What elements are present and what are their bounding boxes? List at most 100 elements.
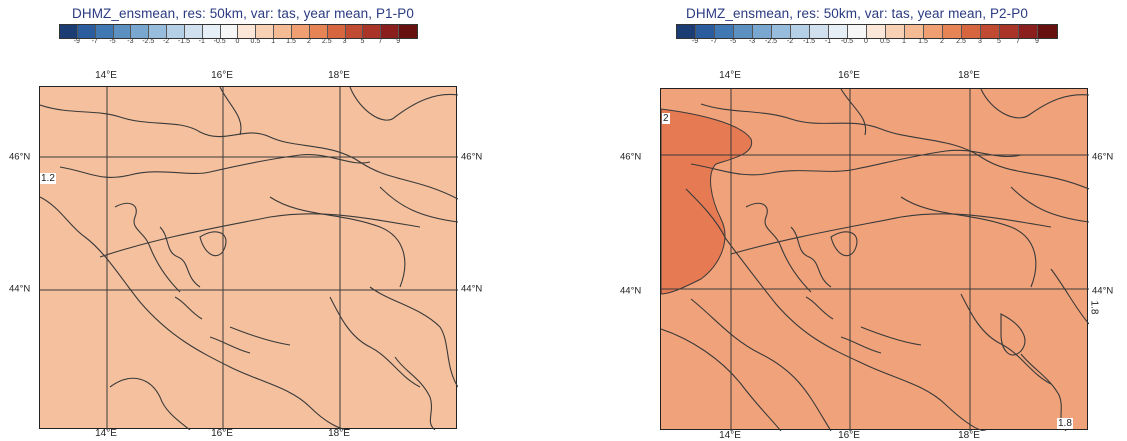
colorbar-tick-label: 9 bbox=[1035, 38, 1039, 45]
colorbar-tick-label: -3 bbox=[748, 38, 756, 45]
colorbar-swatch bbox=[113, 25, 132, 38]
lat-label-right: 44°N bbox=[1092, 285, 1114, 297]
contour-label: 2 bbox=[662, 113, 670, 124]
contour-label: 1.8 bbox=[1057, 418, 1073, 429]
colorbar-swatch bbox=[1000, 25, 1019, 38]
colorbar-swatch bbox=[309, 25, 328, 38]
colorbar-swatch bbox=[791, 25, 810, 38]
lat-label-left: 46°N bbox=[620, 151, 642, 163]
colorbar-tick-label: 5 bbox=[997, 38, 1001, 45]
colorbar-tick-label: -1.5 bbox=[802, 38, 816, 45]
colorbar-swatch bbox=[810, 25, 829, 38]
lon-label-bottom: 14°E bbox=[95, 428, 117, 439]
map-frame bbox=[39, 86, 458, 430]
lon-label-bottom: 18°E bbox=[958, 430, 980, 441]
colorbar-ticks: -9 -7 -5 -3 -2.5 -2 -1.5 -1 -0.5 0 0.5 1 1.5 2 2.5 3 5 7 9 bbox=[676, 38, 1056, 48]
colorbar-swatch bbox=[772, 25, 791, 38]
colorbar-tick-label: 0.5 bbox=[880, 38, 890, 45]
colorbar-swatch bbox=[981, 25, 1000, 38]
colorbar-tick-label: 5 bbox=[360, 38, 365, 45]
lat-label-left: 44°N bbox=[9, 283, 31, 295]
colorbar-swatch bbox=[327, 25, 346, 38]
map-canvas bbox=[40, 87, 458, 430]
colorbar-ticks: -9 -7 -5 -3 -2.5 -2 -1.5 -1 -0.5 0 0.5 1 1.5 2 2.5 3 5 7 9 bbox=[59, 38, 416, 48]
colorbar-swatch bbox=[1038, 25, 1057, 38]
colorbar-tick-label: 3 bbox=[342, 38, 347, 45]
colorbar-tick-label: 2.5 bbox=[956, 38, 966, 45]
map-title: DHMZ_ensmean, res: 50km, var: tas, year … bbox=[686, 6, 1028, 21]
colorbar-tick-label: -9 bbox=[691, 38, 699, 45]
colorbar-swatch bbox=[238, 25, 257, 38]
colorbar-tick-label: 1.5 bbox=[286, 38, 296, 45]
lon-label-top: 18°E bbox=[328, 70, 350, 81]
colorbar-tick-label: 0 bbox=[864, 38, 868, 45]
colorbar-swatch bbox=[715, 25, 734, 38]
lon-label-top: 16°E bbox=[838, 70, 860, 81]
colorbar bbox=[59, 24, 418, 39]
colorbar-swatch bbox=[753, 25, 772, 38]
colorbar-tick-label: -7 bbox=[91, 38, 98, 45]
colorbar-swatch bbox=[220, 25, 239, 38]
lat-label-right: 46°N bbox=[461, 151, 483, 163]
colorbar-swatch bbox=[905, 25, 924, 38]
lon-label-bottom: 16°E bbox=[211, 428, 233, 439]
colorbar-tick-label: 2.5 bbox=[321, 38, 332, 45]
lat-label-left: 44°N bbox=[620, 285, 642, 297]
colorbar-swatch bbox=[829, 25, 848, 38]
lat-label-right: 44°N bbox=[461, 283, 483, 295]
colorbar-swatch bbox=[886, 25, 905, 38]
colorbar-tick-label: -2.5 bbox=[142, 38, 155, 45]
colorbar-swatch bbox=[363, 25, 382, 38]
colorbar-swatch bbox=[943, 25, 962, 38]
colorbar-swatch bbox=[734, 25, 753, 38]
colorbar-tick-label: -2 bbox=[786, 38, 794, 45]
graticule bbox=[40, 87, 458, 430]
lon-label-top: 14°E bbox=[719, 70, 741, 81]
colorbar-swatch bbox=[962, 25, 981, 38]
lon-label-top: 14°E bbox=[95, 70, 117, 81]
colorbar-swatch bbox=[202, 25, 221, 38]
lon-label-top: 16°E bbox=[211, 70, 233, 81]
map-canvas bbox=[661, 89, 1089, 431]
lon-label-bottom: 18°E bbox=[328, 428, 350, 439]
colorbar-swatch bbox=[696, 25, 715, 38]
colorbar-swatch bbox=[77, 25, 96, 38]
colorbar-tick-label: -0.5 bbox=[213, 38, 226, 45]
colorbar-tick-label: -3 bbox=[127, 38, 134, 45]
colorbar-tick-label: 2 bbox=[940, 38, 944, 45]
colorbar-tick-label: -7 bbox=[710, 38, 718, 45]
lat-label-left: 46°N bbox=[9, 151, 31, 163]
map-panel-left: DHMZ_ensmean, res: 50km, var: tas, year … bbox=[0, 0, 520, 441]
colorbar-tick-label: 9 bbox=[396, 38, 401, 45]
colorbar-swatch bbox=[924, 25, 943, 38]
colorbar-swatch bbox=[848, 25, 867, 38]
colorbar-tick-label: 2 bbox=[306, 38, 311, 45]
colorbar-tick-label: -1 bbox=[198, 38, 205, 45]
contour-label: 1.8 bbox=[1088, 299, 1100, 316]
colorbar-swatch bbox=[149, 25, 168, 38]
colorbar-tick-label: 7 bbox=[1016, 38, 1020, 45]
lat-label-right: 46°N bbox=[1092, 151, 1114, 163]
graticule bbox=[661, 89, 1089, 431]
colorbar-swatch bbox=[256, 25, 275, 38]
lon-label-bottom: 14°E bbox=[719, 430, 741, 441]
colorbar bbox=[676, 24, 1058, 39]
map-panel-right: DHMZ_ensmean, res: 50km, var: tas, year … bbox=[600, 0, 1127, 441]
map-title: DHMZ_ensmean, res: 50km, var: tas, year … bbox=[72, 6, 414, 21]
coastline-borders bbox=[40, 87, 458, 430]
colorbar-swatch bbox=[131, 25, 150, 38]
map-frame bbox=[660, 88, 1089, 431]
colorbar-swatch bbox=[60, 25, 78, 38]
colorbar-swatch bbox=[95, 25, 114, 38]
contour-label: 1.2 bbox=[40, 173, 56, 184]
colorbar-swatch bbox=[399, 25, 417, 38]
colorbar-swatch bbox=[167, 25, 185, 38]
colorbar-tick-label: -0.5 bbox=[840, 38, 854, 45]
colorbar-swatch bbox=[677, 25, 696, 38]
colorbar-tick-label: -2 bbox=[162, 38, 170, 45]
colorbar-swatch bbox=[381, 25, 400, 38]
colorbar-tick-label: 1 bbox=[271, 38, 276, 45]
colorbar-swatch bbox=[291, 25, 310, 38]
colorbar-tick-label: -5 bbox=[109, 38, 116, 45]
colorbar-tick-label: 7 bbox=[378, 38, 383, 45]
